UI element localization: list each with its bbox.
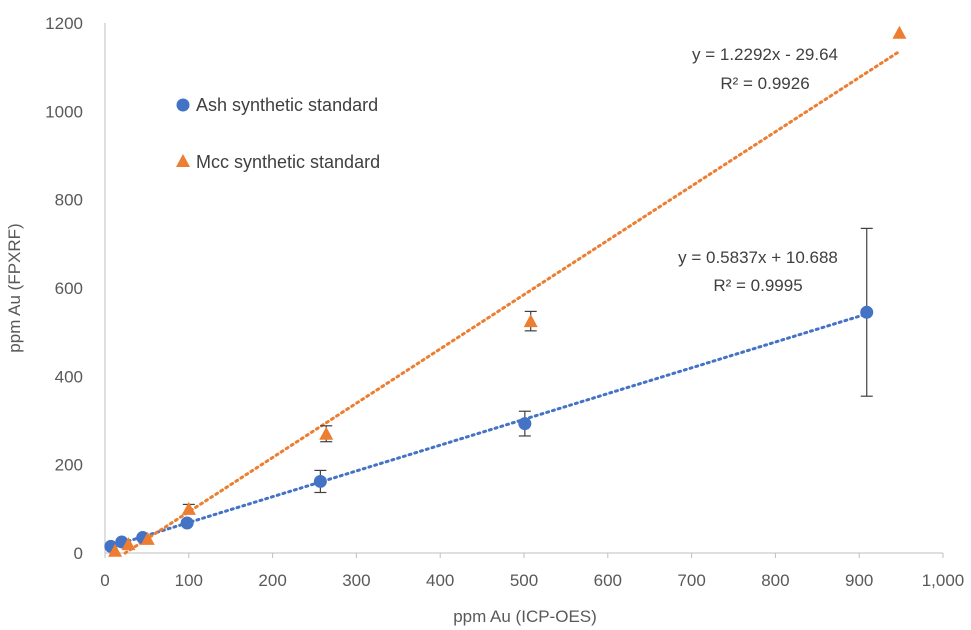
trendlines	[109, 49, 901, 555]
trendline-ash	[109, 312, 869, 548]
y-tick-label: 600	[55, 279, 83, 298]
y-axis-label: ppm Au (FPXRF)	[5, 223, 24, 352]
mcc-point	[892, 25, 907, 39]
legend-item-mcc: Mcc synthetic standard	[176, 152, 380, 172]
x-tick-label: 600	[594, 571, 622, 590]
x-tick-label: 1,000	[922, 571, 965, 590]
y-tick-label: 800	[55, 191, 83, 210]
x-tick-label: 900	[845, 571, 873, 590]
mcc-point	[319, 426, 334, 440]
mcc-point	[108, 543, 123, 557]
y-tick-label: 400	[55, 367, 83, 386]
x-axis-ticks: 0 100 200 300 400 500 600 700 800 900 1,000	[100, 553, 964, 590]
mcc-point	[523, 314, 538, 328]
legend: Ash synthetic standard Mcc synthetic sta…	[176, 95, 380, 172]
y-axis-ticks: 0 200 400 600 800 1000 1200	[45, 14, 83, 563]
ash-point	[180, 516, 194, 530]
ash-point	[518, 417, 532, 431]
x-tick-label: 0	[100, 571, 109, 590]
y-tick-label: 200	[55, 456, 83, 475]
y-tick-label: 0	[74, 544, 83, 563]
error-bars	[182, 227, 873, 514]
trendline-mcc	[123, 49, 901, 555]
x-tick-label: 700	[677, 571, 705, 590]
y-tick-label: 1200	[45, 14, 83, 33]
ash-point	[313, 474, 327, 488]
legend-marker-ash	[176, 98, 190, 112]
mcc-r-squared: R² = 0.9926	[720, 74, 809, 93]
x-axis-label: ppm Au (ICP-OES)	[453, 607, 597, 626]
x-tick-label: 200	[258, 571, 286, 590]
mcc-point	[140, 531, 155, 545]
x-tick-label: 300	[342, 571, 370, 590]
ash-point	[860, 305, 874, 319]
ash-equation: y = 0.5837x + 10.688	[678, 248, 838, 267]
mcc-equation: y = 1.2292x - 29.64	[692, 45, 838, 64]
legend-label-mcc: Mcc synthetic standard	[196, 152, 380, 172]
mcc-point	[181, 501, 196, 515]
legend-item-ash: Ash synthetic standard	[176, 95, 378, 115]
trendline-equations: y = 1.2292x - 29.64 R² = 0.9926 y = 0.58…	[678, 45, 838, 295]
x-tick-label: 400	[426, 571, 454, 590]
y-tick-label: 1000	[45, 102, 83, 121]
legend-label-ash: Ash synthetic standard	[196, 95, 378, 115]
legend-marker-mcc	[176, 154, 190, 167]
x-tick-label: 100	[175, 571, 203, 590]
x-tick-label: 500	[510, 571, 538, 590]
mcc-point	[121, 537, 136, 551]
data-points	[104, 25, 907, 557]
x-tick-label: 800	[761, 571, 789, 590]
ash-r-squared: R² = 0.9995	[713, 276, 802, 295]
